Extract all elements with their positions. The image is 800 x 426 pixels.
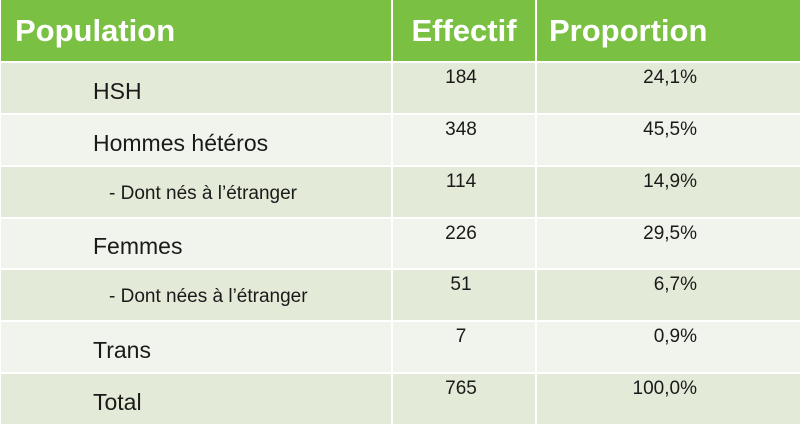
row-label: Hommes hétéros: [1, 114, 393, 167]
row-effectif: 184: [393, 63, 537, 115]
row-proportion: 29,5%: [537, 218, 800, 271]
row-effectif: 226: [393, 218, 537, 271]
row-proportion: 45,5%: [537, 114, 800, 167]
row-effectif: 7: [393, 322, 537, 375]
row-proportion: 0,9%: [537, 322, 800, 375]
row-label: HSH: [1, 63, 393, 115]
row-label: Trans: [1, 322, 393, 375]
row-label: - Dont nées à l’étranger: [1, 270, 393, 323]
row-label: - Dont nés à l’étranger: [1, 166, 393, 219]
row-effectif: 51: [393, 270, 537, 323]
header-proportion: Proportion: [537, 0, 800, 63]
row-label: Total: [1, 374, 393, 426]
row-proportion: 14,9%: [537, 166, 800, 219]
header-population: Population: [1, 0, 393, 63]
row-proportion: 24,1%: [537, 63, 800, 115]
row-effectif: 765: [393, 374, 537, 426]
row-effectif: 114: [393, 166, 537, 219]
row-proportion: 100,0%: [537, 374, 800, 426]
header-effectif: Effectif: [393, 0, 537, 63]
row-label: Femmes: [1, 218, 393, 271]
row-effectif: 348: [393, 114, 537, 167]
row-proportion: 6,7%: [537, 270, 800, 323]
